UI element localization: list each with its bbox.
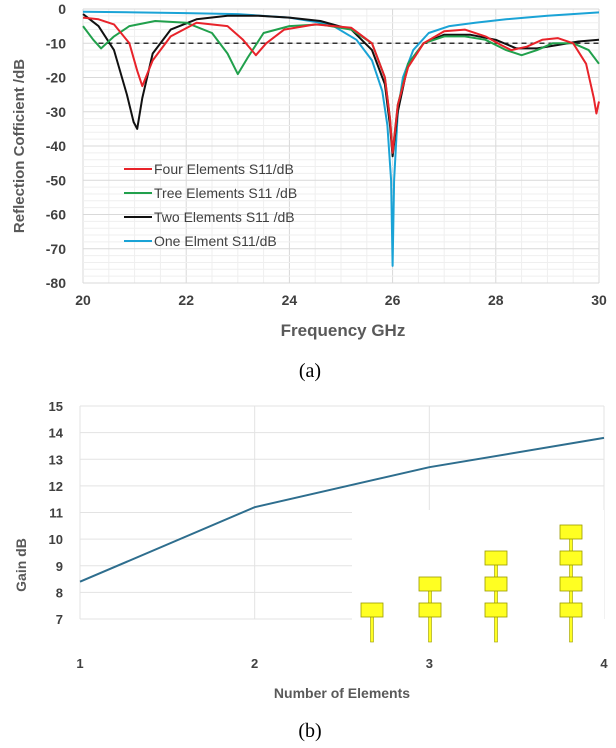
chart-b-y-tick-label: 7 <box>56 612 63 627</box>
chart-a-y-tick-label: -30 <box>46 104 66 120</box>
chart-a-series-line-1 <box>82 16 600 154</box>
chart-b-y-tick-label: 13 <box>49 452 63 467</box>
chart-a-x-ticks: 20 22 24 26 28 30 <box>75 292 607 308</box>
antenna-patch <box>484 550 508 566</box>
chart-a-legend-label: Tree Elements S11 /dB <box>154 185 297 201</box>
caption-a: (a) <box>299 360 321 382</box>
chart-a-series <box>82 10 600 267</box>
chart-a-x-tick-label: 24 <box>282 292 298 308</box>
chart-b-x-tick-label: 3 <box>426 656 433 671</box>
chart-a-y-tick-label: -60 <box>46 207 66 223</box>
chart-a-y-axis-label: Reflection Cofficient /dB <box>11 59 28 233</box>
antenna-patch <box>484 576 508 592</box>
antenna-patch <box>360 602 384 618</box>
chart-a-x-axis-label: Frequency GHz <box>281 321 406 340</box>
antenna-patch <box>559 524 583 540</box>
chart-a-y-tick-label: -50 <box>46 172 66 188</box>
chart-a-y-tick-label: -10 <box>46 35 66 51</box>
chart-a: 0 -10 -20 -30 -40 -50 -60 -70 -80 20 22 24 26 28 30 F… <box>11 1 607 382</box>
chart-a-series-line-3 <box>82 13 600 158</box>
chart-b-y-tick-label: 15 <box>49 399 63 414</box>
chart-b-y-axis-label: Gain dB <box>13 538 29 592</box>
chart-a-y-tick-label: -80 <box>46 275 66 291</box>
caption-b: (b) <box>298 720 321 742</box>
chart-a-y-tick-label: -70 <box>46 241 66 257</box>
antenna-patch <box>559 550 583 566</box>
chart-a-x-tick-label: 30 <box>591 292 607 308</box>
chart-a-y-tick-label: 0 <box>58 1 66 17</box>
chart-b-x-ticks: 1 2 3 4 <box>76 656 608 671</box>
chart-a-legend-label: Four Elements S11/dB <box>154 161 294 177</box>
chart-b-x-tick-label: 4 <box>600 656 608 671</box>
antenna-feed-line <box>494 552 498 643</box>
chart-b-series <box>79 436 605 583</box>
chart-b-x-axis-label: Number of Elements <box>274 685 410 701</box>
chart-b-gain-line <box>79 436 605 583</box>
chart-b-y-tick-label: 8 <box>56 585 63 600</box>
chart-a-y-ticks: 0 -10 -20 -30 -40 -50 -60 -70 -80 <box>46 1 66 291</box>
chart-b-x-tick-label: 2 <box>251 656 258 671</box>
chart-a-x-tick-label: 20 <box>75 292 91 308</box>
antenna-patch <box>418 576 442 592</box>
chart-a-y-tick-label: -20 <box>46 70 66 86</box>
chart-a-x-tick-label: 26 <box>385 292 401 308</box>
antenna-patch <box>559 576 583 592</box>
antenna-patch <box>484 602 508 618</box>
chart-b-x-tick-label: 1 <box>76 656 83 671</box>
chart-b-y-tick-label: 9 <box>56 559 63 574</box>
chart-a-legend-label: One Elment S11/dB <box>154 233 277 249</box>
chart-b-y-tick-label: 12 <box>49 479 63 494</box>
chart-b-y-tick-label: 14 <box>49 426 64 441</box>
chart-b-y-tick-label: 10 <box>49 532 63 547</box>
chart-a-y-tick-label: -40 <box>46 138 66 154</box>
chart-b-y-tick-label: 11 <box>49 506 63 521</box>
antenna-patch <box>418 602 442 618</box>
chart-a-x-tick-label: 22 <box>178 292 194 308</box>
chart-b-y-ticks: 7 8 9 10 11 12 13 14 15 <box>49 399 64 627</box>
chart-a-legend: Four Elements S11/dB Tree Elements S11 /d… <box>124 161 297 249</box>
chart-a-x-tick-label: 28 <box>488 292 504 308</box>
chart-a-legend-label: Two Elements S11 /dB <box>154 209 295 225</box>
chart-b-inset-antenna-arrays <box>352 510 604 643</box>
antenna-patch <box>559 602 583 618</box>
